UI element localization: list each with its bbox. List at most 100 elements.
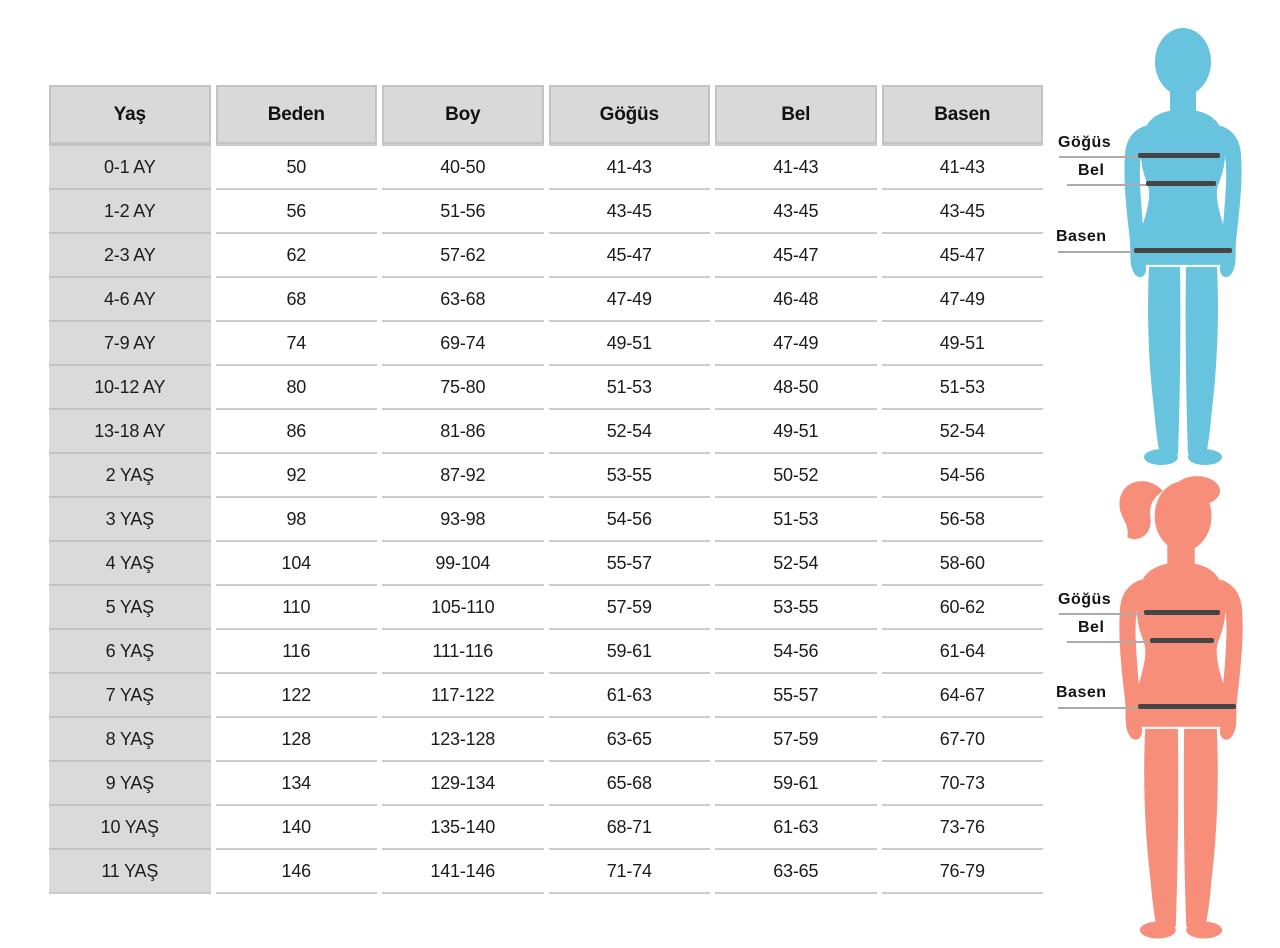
value-cell: 60-62 [881,584,1043,628]
age-cell: 2 YAŞ [49,452,211,496]
table-row: 6 YAŞ 116 111-116 59-61 54-56 61-64 [49,628,1043,672]
value-cell: 40-50 [382,144,544,188]
girl-waist-leader-line [1067,641,1216,643]
value-cell: 51-53 [715,496,877,540]
column-header: Bel [715,85,877,144]
value-cell: 62 [215,232,377,276]
value-cell: 73-76 [881,804,1043,848]
value-cell: 116 [215,628,377,672]
value-cell: 61-64 [881,628,1043,672]
boy-waist-leader-line [1067,184,1216,186]
value-cell: 45-47 [548,232,710,276]
age-cell: 7 YAŞ [49,672,211,716]
table-row: 7 YAŞ 122 117-122 61-63 55-57 64-67 [49,672,1043,716]
size-table-body: 0-1 AY 50 40-50 41-43 41-43 41-43 1-2 AY 56 51-5… [49,144,1043,894]
table-row: 2 YAŞ 92 87-92 53-55 50-52 54-56 [49,452,1043,496]
age-cell: 5 YAŞ [49,584,211,628]
age-cell: 10-12 AY [49,364,211,408]
value-cell: 86 [215,408,377,452]
value-cell: 134 [215,760,377,804]
value-cell: 122 [215,672,377,716]
value-cell: 51-53 [881,364,1043,408]
value-cell: 51-53 [548,364,710,408]
value-cell: 63-65 [548,716,710,760]
value-cell: 46-48 [715,276,877,320]
value-cell: 57-59 [715,716,877,760]
value-cell: 47-49 [715,320,877,364]
column-header: Yaş [49,85,211,144]
value-cell: 50 [215,144,377,188]
boy-hip-label: Basen [1056,228,1107,245]
age-cell: 3 YAŞ [49,496,211,540]
value-cell: 57-59 [548,584,710,628]
value-cell: 41-43 [548,144,710,188]
value-cell: 54-56 [548,496,710,540]
table-row: 1-2 AY 56 51-56 43-45 43-45 43-45 [49,188,1043,232]
value-cell: 104 [215,540,377,584]
header-row: Yaş Beden Boy Göğüs Bel Basen [49,85,1043,144]
value-cell: 56 [215,188,377,232]
value-cell: 140 [215,804,377,848]
table-row: 10 YAŞ 140 135-140 68-71 61-63 73-76 [49,804,1043,848]
value-cell: 111-116 [382,628,544,672]
value-cell: 98 [215,496,377,540]
value-cell: 48-50 [715,364,877,408]
value-cell: 68-71 [548,804,710,848]
girl-silhouette [1119,476,1243,939]
age-cell: 1-2 AY [49,188,211,232]
value-cell: 58-60 [881,540,1043,584]
value-cell: 43-45 [715,188,877,232]
value-cell: 63-65 [715,848,877,894]
age-cell: 9 YAŞ [49,760,211,804]
girl-chest-measure-line [1144,610,1220,615]
value-cell: 53-55 [548,452,710,496]
boy-silhouette [1124,27,1242,466]
value-cell: 47-49 [881,276,1043,320]
value-cell: 67-70 [881,716,1043,760]
value-cell: 76-79 [881,848,1043,894]
value-cell: 56-58 [881,496,1043,540]
girl-hip-label: Basen [1056,684,1107,701]
table-row: 9 YAŞ 134 129-134 65-68 59-61 70-73 [49,760,1043,804]
table-row: 13-18 AY 86 81-86 52-54 49-51 52-54 [49,408,1043,452]
table-row: 2-3 AY 62 57-62 45-47 45-47 45-47 [49,232,1043,276]
girl-waist-measure-line [1150,638,1214,643]
value-cell: 81-86 [382,408,544,452]
column-header: Basen [881,85,1043,144]
value-cell: 129-134 [382,760,544,804]
value-cell: 123-128 [382,716,544,760]
value-cell: 50-52 [715,452,877,496]
age-cell: 8 YAŞ [49,716,211,760]
table-row: 10-12 AY 80 75-80 51-53 48-50 51-53 [49,364,1043,408]
column-header: Göğüs [548,85,710,144]
value-cell: 63-68 [382,276,544,320]
value-cell: 65-68 [548,760,710,804]
value-cell: 45-47 [881,232,1043,276]
value-cell: 74 [215,320,377,364]
table-row: 4-6 AY 68 63-68 47-49 46-48 47-49 [49,276,1043,320]
value-cell: 146 [215,848,377,894]
table-row: 0-1 AY 50 40-50 41-43 41-43 41-43 [49,144,1043,188]
age-cell: 6 YAŞ [49,628,211,672]
value-cell: 59-61 [715,760,877,804]
value-cell: 49-51 [881,320,1043,364]
value-cell: 54-56 [881,452,1043,496]
girl-body-shape [1119,476,1243,939]
value-cell: 71-74 [548,848,710,894]
value-cell: 75-80 [382,364,544,408]
boy-chest-measure-line [1138,153,1220,158]
table-row: 4 YAŞ 104 99-104 55-57 52-54 58-60 [49,540,1043,584]
value-cell: 110 [215,584,377,628]
table-row: 8 YAŞ 128 123-128 63-65 57-59 67-70 [49,716,1043,760]
value-cell: 52-54 [715,540,877,584]
size-table-container: Yaş Beden Boy Göğüs Bel Basen 0-1 AY 50 40-50 41… [44,85,1048,894]
value-cell: 59-61 [548,628,710,672]
value-cell: 45-47 [715,232,877,276]
table-row: 5 YAŞ 110 105-110 57-59 53-55 60-62 [49,584,1043,628]
table-row: 7-9 AY 74 69-74 49-51 47-49 49-51 [49,320,1043,364]
column-header: Boy [382,85,544,144]
value-cell: 128 [215,716,377,760]
girl-hip-measure-line [1138,704,1236,709]
value-cell: 55-57 [548,540,710,584]
